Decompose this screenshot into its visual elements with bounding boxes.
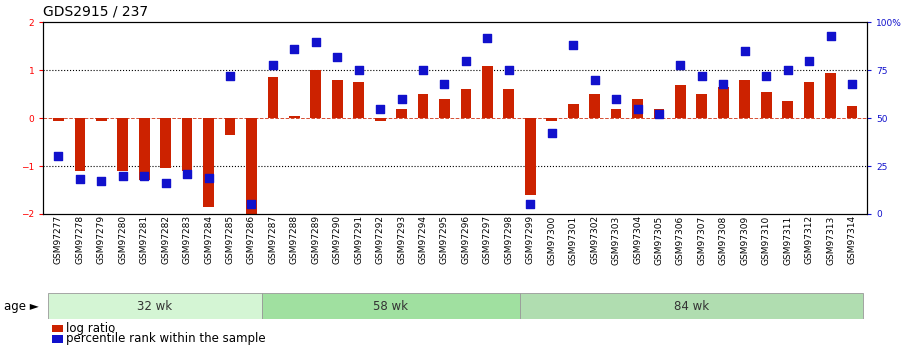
Bar [289,116,300,118]
Bar [718,87,729,118]
Text: percentile rank within the sample: percentile rank within the sample [66,332,266,345]
Text: 84 wk: 84 wk [673,300,709,313]
Point [244,201,259,207]
Bar [118,118,129,171]
Bar [547,118,557,120]
Text: GDS2915 / 237: GDS2915 / 237 [43,5,148,19]
Bar [224,118,235,135]
Bar [160,118,171,168]
Bar [482,66,492,118]
Bar [96,118,107,120]
Point [738,48,752,54]
Point [373,106,387,111]
Point [566,43,580,48]
Point [630,106,644,111]
Bar [525,118,536,195]
Bar [611,109,622,118]
Bar [589,94,600,118]
Bar [74,118,85,171]
Point [309,39,323,44]
Point [72,177,87,182]
Bar [375,118,386,120]
Bar [675,85,686,118]
Point [52,154,66,159]
Text: 58 wk: 58 wk [374,300,408,313]
Point [716,81,730,87]
Bar [396,109,407,118]
Bar [204,118,214,207]
Point [844,81,859,87]
Point [673,62,688,67]
Bar [653,109,664,118]
Point [780,68,795,73]
Point [287,47,301,52]
Bar [782,101,793,118]
Bar [567,104,578,118]
Bar [268,78,278,118]
Text: age ►: age ► [5,300,39,313]
Point [523,201,538,207]
Point [116,173,130,178]
Point [759,73,774,79]
Point [223,73,237,79]
Point [459,58,473,63]
Bar [633,99,643,118]
Bar [503,89,514,118]
Bar [461,89,472,118]
Point [330,54,345,60]
Point [395,96,409,102]
Bar [53,118,64,120]
Bar [353,82,364,118]
Bar [804,82,814,118]
Point [652,111,666,117]
Text: log ratio: log ratio [66,322,115,335]
Bar [332,80,343,118]
Point [501,68,516,73]
Bar [439,99,450,118]
Point [587,77,602,82]
Bar [761,92,772,118]
Point [94,179,109,184]
Bar [262,293,519,319]
Bar [697,94,707,118]
Bar [182,118,193,171]
Point [545,131,559,136]
Point [824,33,838,39]
Text: 32 wk: 32 wk [138,300,173,313]
Bar [138,118,149,180]
Point [695,73,710,79]
Point [437,81,452,87]
Point [201,175,215,180]
Bar [739,80,750,118]
Point [415,68,430,73]
Bar [825,73,836,118]
Point [351,68,366,73]
Point [137,173,151,178]
Bar [310,70,321,118]
Point [609,96,624,102]
Bar [246,118,257,214]
Point [481,35,495,40]
Bar [48,293,262,319]
Point [802,58,816,63]
Bar [418,94,428,118]
Point [180,171,195,176]
Point [158,180,173,186]
Point [266,62,281,67]
Bar [519,293,862,319]
Bar [846,106,857,118]
